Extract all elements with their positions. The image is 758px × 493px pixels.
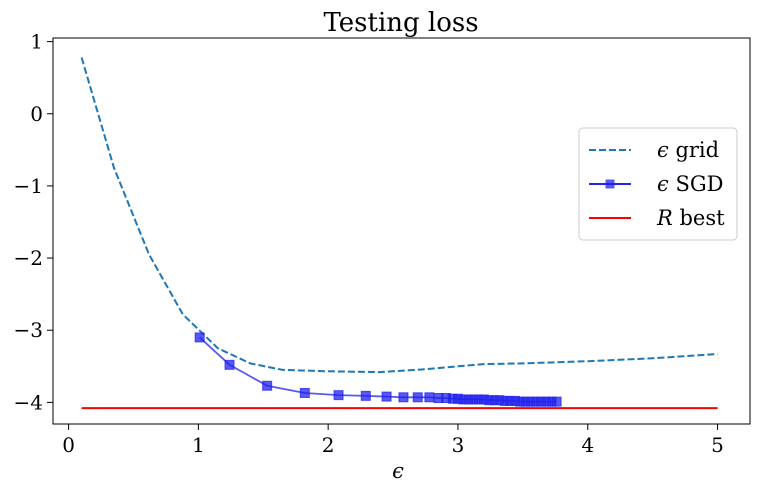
data-point xyxy=(360,390,371,401)
x-axis-label: ϵ xyxy=(392,459,404,483)
y-tick-label: −2 xyxy=(14,246,43,270)
x-tick-label: 5 xyxy=(711,433,724,457)
data-point xyxy=(424,392,435,403)
data-point xyxy=(299,387,310,398)
legend-entry-label: R best xyxy=(656,206,725,230)
data-point xyxy=(262,380,273,391)
x-tick-label: 2 xyxy=(322,433,335,457)
legend: ϵ grid ϵ SGD R best xyxy=(578,127,738,241)
y-tick-label: −1 xyxy=(14,174,43,198)
data-point xyxy=(398,392,409,403)
y-axis: 1 0 −1 −2 −3 −4 xyxy=(14,30,53,414)
data-point xyxy=(224,359,235,370)
legend-marker xyxy=(605,179,615,189)
x-tick-label: 1 xyxy=(192,433,205,457)
legend-entry-label: ϵ SGD xyxy=(657,172,723,196)
y-tick-label: 1 xyxy=(30,30,43,54)
chart-title: Testing loss xyxy=(323,8,478,38)
y-tick-label: −4 xyxy=(14,390,43,414)
series-line-0 xyxy=(80,57,718,374)
data-point xyxy=(551,396,562,407)
legend-entry-label: ϵ grid xyxy=(657,138,719,162)
y-tick-label: 0 xyxy=(30,102,43,126)
data-point xyxy=(381,391,392,402)
x-axis: 0 1 2 3 4 5 xyxy=(62,424,724,457)
plot-frame xyxy=(52,37,751,425)
data-point xyxy=(194,332,205,343)
x-tick-label: 4 xyxy=(581,433,594,457)
legend-box xyxy=(578,127,738,241)
series-line-1 xyxy=(199,336,557,403)
x-tick-label: 3 xyxy=(452,433,465,457)
data-point xyxy=(333,390,344,401)
y-tick-label: −3 xyxy=(14,318,43,342)
x-tick-label: 0 xyxy=(62,433,75,457)
data-point xyxy=(412,392,423,403)
plot-area xyxy=(80,57,718,410)
